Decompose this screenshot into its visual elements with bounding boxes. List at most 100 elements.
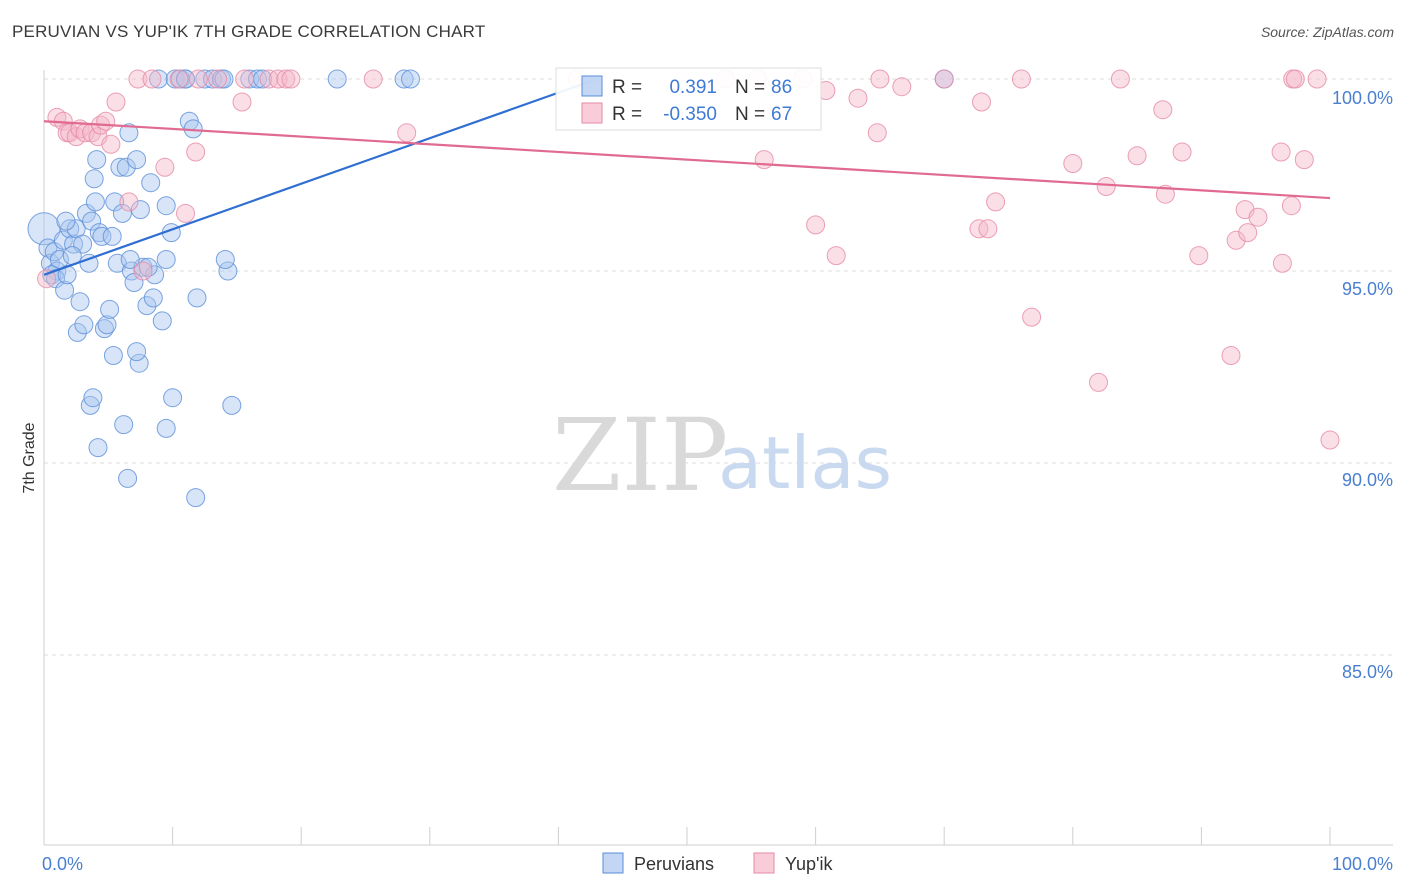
yupik-point: [848, 88, 868, 108]
peruvians-point: [156, 418, 176, 438]
x-tick-label-min: 0.0%: [42, 854, 83, 874]
yupik-point: [1226, 230, 1246, 250]
yupik-point: [1271, 142, 1291, 162]
peruvians-point: [67, 322, 87, 342]
peruvians-point: [103, 346, 123, 365]
yupik-point: [1096, 177, 1116, 196]
yupik-point: [119, 192, 139, 212]
peruvians-point: [114, 415, 134, 435]
y-tick-label-95: 95.0%: [1342, 279, 1393, 299]
peruvians-point: [100, 299, 120, 319]
y-tick-label-90: 90.0%: [1342, 470, 1393, 490]
yupik-point: [1281, 196, 1301, 216]
peruvians-point: [394, 69, 414, 89]
trendline-yupik: [43, 120, 1331, 200]
peruvians-point: [118, 468, 138, 488]
peruvians-point: [84, 169, 104, 189]
peruvians-point: [215, 250, 235, 269]
peruvians-point: [130, 200, 150, 220]
peruvians-point: [401, 69, 420, 89]
yupik-point: [235, 69, 255, 89]
correlation-legend: R = 0.391 N = 86 R = -0.350 N = 67: [555, 67, 822, 131]
yupik-point: [1272, 253, 1292, 273]
gridlines: [44, 78, 1393, 656]
bottom-legend-label-yupik: Yup'ik: [785, 854, 833, 874]
peruvians-point: [70, 292, 90, 312]
peruvians-point: [112, 203, 132, 223]
peruvians-point: [38, 238, 58, 258]
peruvians-point: [83, 388, 103, 408]
series-yupik-points: [37, 69, 1340, 450]
yupik-point: [1063, 154, 1083, 173]
peruvians-point: [87, 150, 107, 170]
yupik-point: [176, 203, 195, 223]
peruvians-point: [152, 311, 172, 331]
legend-n-label-peruvians: N =: [735, 77, 765, 98]
yupik-point: [169, 69, 189, 89]
yupik-point: [754, 150, 774, 170]
bottom-legend-swatch-peruvians: [602, 852, 624, 874]
yupik-point: [1320, 430, 1340, 450]
legend-n-value-peruvians: 86: [771, 77, 792, 98]
yupik-point: [133, 261, 153, 281]
yupik-point: [208, 69, 228, 89]
yupik-point: [1022, 307, 1042, 327]
yupik-point: [363, 69, 383, 89]
peruvians-point: [94, 319, 114, 339]
x-tick-label-max: 100.0%: [1332, 854, 1393, 874]
yupik-point: [1172, 142, 1192, 162]
x-axis-ticks: [43, 827, 1331, 845]
yupik-point: [128, 69, 148, 89]
peruvians-point: [163, 388, 183, 408]
legend-r-label-peruvians: R =: [612, 77, 642, 98]
yupik-point: [397, 123, 417, 143]
peruvians-point: [116, 157, 136, 177]
trendline-peruvians: [43, 77, 598, 276]
peruvians-point: [327, 69, 347, 89]
peruvians-point: [53, 230, 73, 250]
yupik-point: [186, 142, 206, 162]
peruvians-point: [222, 395, 242, 415]
peruvians-point: [138, 257, 158, 277]
yupik-point: [1110, 69, 1130, 89]
yupik-point: [1189, 246, 1209, 266]
yupik-point: [188, 69, 208, 89]
y-tick-label-100: 100.0%: [1332, 88, 1393, 108]
peruvians-point: [55, 280, 75, 300]
yupik-point: [1248, 207, 1268, 227]
peruvians-point: [27, 212, 61, 246]
peruvians-point: [127, 150, 147, 170]
yupik-point: [870, 69, 890, 89]
peruvians-point: [137, 296, 157, 316]
yupik-point: [867, 123, 887, 143]
peruvians-point: [119, 123, 139, 143]
yupik-point: [276, 69, 296, 89]
peruvians-point: [187, 288, 207, 308]
yupik-point: [155, 157, 175, 177]
yupik-point: [1127, 146, 1147, 166]
peruvians-point: [97, 315, 117, 335]
peruvians-point: [218, 261, 238, 281]
yupik-point: [1089, 372, 1108, 392]
yupik-point: [1294, 150, 1314, 170]
watermark-zip: ZIP: [552, 397, 728, 514]
yupik-point: [1011, 69, 1031, 89]
legend-n-label-yupik: N =: [735, 104, 765, 125]
y-tick-label-85: 85.0%: [1342, 662, 1393, 682]
peruvians-point: [156, 250, 176, 269]
peruvians-point: [143, 288, 163, 308]
peruvians-point: [127, 342, 147, 362]
yupik-point: [101, 134, 121, 154]
legend-r-label-yupik: R =: [612, 104, 642, 125]
peruvians-point: [105, 192, 125, 212]
peruvians-point: [156, 196, 176, 216]
yupik-point: [1153, 100, 1173, 120]
series-peruvians-points: [27, 69, 954, 508]
peruvians-point: [186, 488, 206, 508]
peruvians-point: [141, 173, 161, 193]
yupik-point: [826, 246, 846, 266]
peruvians-point: [85, 192, 105, 212]
legend-swatch-peruvians: [581, 75, 603, 97]
yupik-point: [1221, 346, 1241, 365]
